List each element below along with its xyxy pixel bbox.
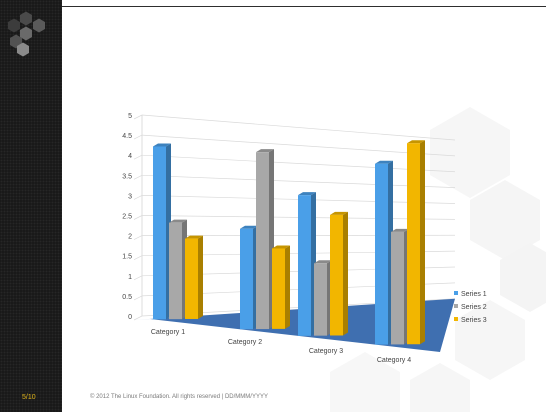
gridline-side bbox=[133, 235, 143, 240]
bar-top bbox=[272, 245, 290, 249]
floor-plane bbox=[134, 298, 455, 352]
footer-copyright: © 2012 The Linux Foundation. All rights … bbox=[90, 394, 268, 400]
bar-series-2-1 bbox=[256, 149, 274, 330]
bar-top bbox=[314, 260, 332, 264]
bar-series-3-3 bbox=[407, 140, 425, 345]
category-label: Category 1 bbox=[151, 329, 185, 336]
bar-front bbox=[169, 222, 182, 320]
bar-series-2-0 bbox=[169, 219, 187, 320]
hexagon-logo-icon bbox=[8, 11, 45, 57]
y-tick-label: 1.5 bbox=[122, 254, 132, 261]
y-tick-label: 3.5 bbox=[122, 173, 132, 180]
gridline-side bbox=[133, 315, 143, 321]
gridline-side bbox=[133, 174, 143, 180]
bar-top bbox=[330, 211, 348, 215]
y-tick-label: 3 bbox=[128, 193, 132, 200]
slide-number: 5/10 bbox=[22, 394, 36, 401]
bar-top bbox=[185, 235, 203, 239]
bar-front bbox=[314, 263, 327, 336]
bar-series-2-2 bbox=[314, 260, 332, 336]
y-tick-label: 0 bbox=[128, 314, 132, 321]
legend-swatch bbox=[454, 291, 458, 295]
bar-side bbox=[198, 235, 203, 319]
chart-floor bbox=[134, 298, 455, 352]
gridline bbox=[141, 114, 456, 141]
chart-bars bbox=[153, 140, 425, 345]
gridline bbox=[141, 154, 456, 173]
legend-swatch bbox=[454, 317, 458, 321]
bar-series-2-3 bbox=[391, 228, 409, 345]
legend-swatch bbox=[454, 304, 458, 308]
bar-series-3-0 bbox=[185, 235, 203, 319]
y-tick-label: 0.5 bbox=[122, 294, 132, 301]
bar-front bbox=[153, 146, 166, 320]
gridline-side bbox=[133, 134, 143, 140]
bar-side bbox=[285, 245, 290, 329]
gridline-side bbox=[133, 255, 143, 261]
y-axis-ticks: 0 0.5 1 1.5 2 2.5 3 3.5 4 4.5 5 bbox=[122, 113, 132, 321]
bar-top bbox=[256, 149, 274, 153]
gridline-side bbox=[133, 295, 143, 301]
bar-series-3-2 bbox=[330, 211, 348, 336]
bar-series-1-1 bbox=[240, 225, 258, 330]
gridline-side bbox=[133, 154, 143, 160]
y-tick-label: 2 bbox=[128, 234, 132, 241]
bar-series-1-0 bbox=[153, 143, 171, 320]
gridline bbox=[141, 134, 456, 157]
x-axis-categories: Category 1 Category 2 Category 3 Category 4 bbox=[151, 329, 411, 364]
legend-label: Series 3 bbox=[461, 317, 487, 324]
bar-top bbox=[153, 143, 171, 147]
gridline-side bbox=[133, 275, 143, 281]
header-rule bbox=[62, 6, 546, 7]
category-label: Category 4 bbox=[377, 357, 411, 364]
category-label: Category 3 bbox=[309, 348, 343, 355]
y-tick-label: 4.5 bbox=[122, 133, 132, 140]
bar-top bbox=[375, 160, 393, 164]
bar-series-1-2 bbox=[298, 192, 316, 336]
category-label: Category 2 bbox=[228, 339, 262, 346]
background-hexagons bbox=[330, 107, 546, 412]
bar-front bbox=[185, 238, 198, 319]
bar-front bbox=[391, 231, 404, 345]
legend-label: Series 1 bbox=[461, 291, 487, 298]
gridline-side bbox=[133, 114, 143, 120]
gridline bbox=[141, 174, 456, 188]
bar-side bbox=[343, 211, 348, 336]
bar-top bbox=[240, 225, 258, 229]
bar-series-3-1 bbox=[272, 245, 290, 329]
bar-top bbox=[391, 228, 409, 232]
bar-front bbox=[330, 214, 343, 336]
gridline-side bbox=[133, 195, 143, 200]
gridline-side bbox=[133, 215, 143, 220]
bar-front bbox=[407, 143, 420, 345]
bar-front bbox=[298, 195, 311, 336]
bar-top bbox=[407, 140, 425, 144]
legend-label: Series 2 bbox=[461, 304, 487, 311]
chart-legend: Series 1 Series 2 Series 3 bbox=[454, 291, 487, 324]
bar-front bbox=[256, 152, 269, 330]
bar-front bbox=[375, 163, 388, 345]
slide-sidebar: 5/10 bbox=[0, 0, 62, 412]
y-tick-label: 1 bbox=[128, 274, 132, 281]
bar-front bbox=[272, 248, 285, 329]
bar-top bbox=[298, 192, 316, 196]
y-tick-label: 4 bbox=[128, 153, 132, 160]
y-tick-label: 5 bbox=[128, 113, 132, 120]
bar-top bbox=[169, 219, 187, 223]
y-tick-label: 2.5 bbox=[122, 214, 132, 221]
bar-side bbox=[420, 140, 425, 345]
bar-series-1-3 bbox=[375, 160, 393, 345]
bar-front bbox=[240, 228, 253, 330]
